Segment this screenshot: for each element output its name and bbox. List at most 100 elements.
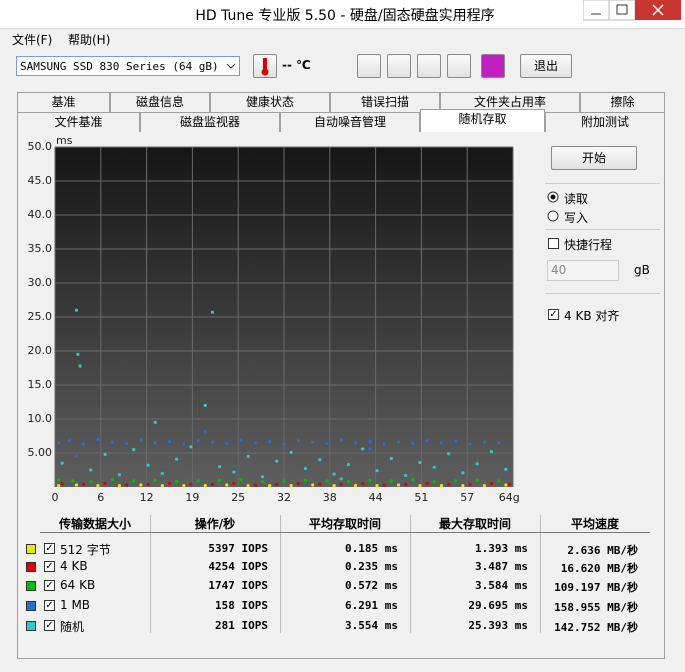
- data-point: [167, 439, 172, 444]
- tab[interactable]: 磁盘监视器: [140, 112, 280, 132]
- x-tick-label: 32: [277, 491, 291, 504]
- data-point: [368, 478, 372, 482]
- data-point: [110, 477, 114, 482]
- data-point: [439, 441, 444, 445]
- data-point: [139, 483, 143, 487]
- data-point: [339, 438, 343, 442]
- data-point: [418, 484, 422, 488]
- table-cell: 0.185 ms: [345, 542, 398, 555]
- tab[interactable]: 基准: [17, 92, 110, 112]
- data-point: [56, 478, 61, 482]
- data-point: [375, 484, 379, 488]
- drive-select[interactable]: SAMSUNG SSD 830 Series (64 gB): [16, 56, 240, 76]
- screenshot-button[interactable]: [417, 54, 441, 78]
- data-point: [289, 484, 293, 488]
- stroke-size[interactable]: 40: [547, 260, 619, 281]
- row-label: 4 KB: [60, 559, 88, 573]
- data-point: [76, 352, 80, 356]
- data-point: [67, 439, 71, 443]
- data-point: [454, 479, 458, 483]
- align-label[interactable]: 4 KB 对齐: [564, 309, 620, 323]
- short-stroke-label[interactable]: 快捷行程: [564, 238, 613, 252]
- checkbox[interactable]: ✓: [548, 309, 559, 320]
- x-tick-label: 38: [323, 491, 337, 504]
- tab[interactable]: 附加测试: [545, 112, 665, 132]
- x-tick-label: 51: [414, 491, 428, 504]
- data-point: [311, 483, 315, 487]
- exit-button[interactable]: 退出: [520, 54, 572, 78]
- column-divider: [410, 515, 411, 633]
- table-cell: 142.752 MB/秒: [554, 621, 638, 634]
- tab[interactable]: 文件基准: [17, 112, 140, 132]
- y-tick-label: 5.00: [28, 446, 53, 459]
- data-point: [346, 479, 351, 484]
- copy-all-button[interactable]: [387, 54, 411, 78]
- start-button[interactable]: 开始: [551, 146, 637, 170]
- data-point: [497, 441, 501, 445]
- table-cell: 2.636 MB/秒: [567, 544, 638, 557]
- row-checkbox[interactable]: ✓: [44, 600, 55, 611]
- data-point: [203, 429, 207, 433]
- data-point: [160, 484, 164, 488]
- separator: [545, 183, 660, 184]
- data-point: [361, 447, 365, 451]
- data-point: [318, 458, 322, 462]
- y-tick-label: 15.0: [28, 378, 53, 391]
- y-tick-label: 50.0: [28, 140, 53, 153]
- separator: [545, 293, 660, 294]
- data-point: [382, 483, 386, 487]
- data-point: [289, 450, 293, 454]
- legend-swatch: [26, 581, 36, 591]
- save-button[interactable]: [481, 54, 505, 78]
- options-button[interactable]: [447, 54, 471, 78]
- tab[interactable]: 磁盘信息: [110, 92, 210, 112]
- table-cell: 29.695 ms: [468, 599, 528, 612]
- table-cell: 3.554 ms: [345, 619, 398, 632]
- data-point: [232, 482, 236, 486]
- table-cell: 16.620 MB/秒: [560, 562, 638, 575]
- read-option[interactable]: 读取: [564, 192, 589, 206]
- data-point: [468, 482, 472, 486]
- tab[interactable]: 文件夹占用率: [440, 92, 580, 112]
- row-checkbox[interactable]: ✓: [44, 561, 55, 572]
- tab[interactable]: 自动噪音管理: [280, 112, 420, 132]
- menu-item[interactable]: 帮助(H): [68, 33, 111, 47]
- title-bar: [0, 0, 685, 29]
- row-checkbox[interactable]: ✓: [44, 580, 55, 591]
- data-point: [117, 473, 122, 477]
- data-point: [282, 442, 286, 446]
- copy-button[interactable]: [357, 54, 381, 78]
- tab[interactable]: 随机存取: [420, 109, 545, 132]
- data-point: [96, 437, 100, 441]
- menu-item[interactable]: 文件(F): [12, 33, 53, 47]
- window-buttons[interactable]: [583, 0, 683, 22]
- data-point: [167, 482, 172, 486]
- write-option[interactable]: 写入: [564, 211, 589, 225]
- data-point: [217, 478, 222, 482]
- checkbox[interactable]: [548, 238, 559, 249]
- data-point: [153, 478, 157, 482]
- data-point: [353, 441, 358, 445]
- data-point: [189, 445, 193, 449]
- tab[interactable]: 擦除: [580, 92, 665, 112]
- tab[interactable]: 健康状态: [210, 92, 330, 112]
- temperature: -- ℃: [282, 58, 311, 72]
- data-point: [239, 477, 243, 482]
- chart: ms 5.00 10.0 15.0 20.0 25.0 30.0 35.0 40.0 45.0 5…: [28, 135, 521, 504]
- data-point: [225, 483, 229, 487]
- row-checkbox[interactable]: ✓: [44, 620, 55, 631]
- y-tick-label: 30.0: [28, 276, 53, 289]
- table-header: 传输数据大小: [58, 517, 131, 531]
- tab[interactable]: 错误扫描: [330, 92, 440, 112]
- temp-icon[interactable]: [253, 54, 277, 78]
- data-point: [103, 452, 107, 456]
- data-point: [124, 441, 129, 446]
- data-point: [82, 442, 86, 446]
- row-checkbox[interactable]: ✓: [44, 543, 55, 554]
- table-cell: 3.487 ms: [475, 560, 528, 573]
- data-point: [318, 482, 322, 486]
- data-point: [404, 482, 408, 486]
- x-tick-label: 12: [140, 491, 154, 504]
- radio-group[interactable]: [547, 191, 561, 225]
